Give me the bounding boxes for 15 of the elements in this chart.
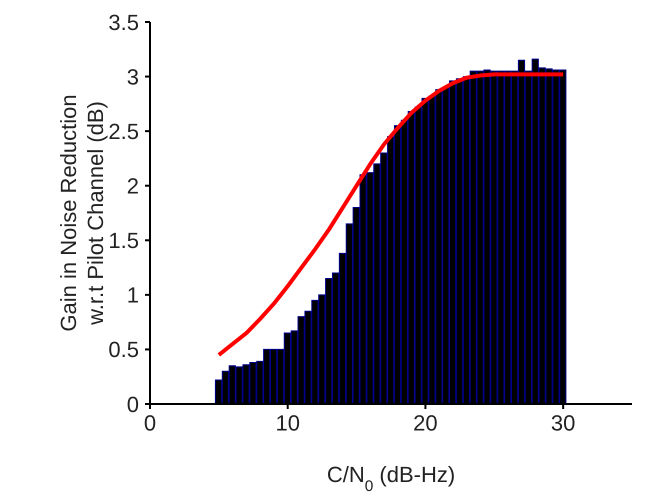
y-tick-label: 3.5 [108,10,139,35]
x-tick-label: 20 [413,410,438,436]
x-tick-label: 0 [144,410,156,436]
y-tick-label: 2.5 [108,118,139,144]
y-tick-label: 2 [126,174,139,199]
x-axis-title: C/N$_{0}$ (dB-Hz) [326,462,456,494]
y-tick-label: 3 [126,64,139,90]
y-axis-title: Gain in Noise Reduction w.r.t Pilot Channel (dB) [56,94,108,332]
x-tick-label: 10 [275,410,300,436]
y-tick-label: 0.5 [108,337,139,362]
x-tick-label: 30 [550,410,576,436]
y-tick-label: 1.5 [108,228,139,254]
y-tick-label: 0 [126,392,139,417]
line-series [216,72,566,357]
y-tick-label: 1 [126,282,139,308]
